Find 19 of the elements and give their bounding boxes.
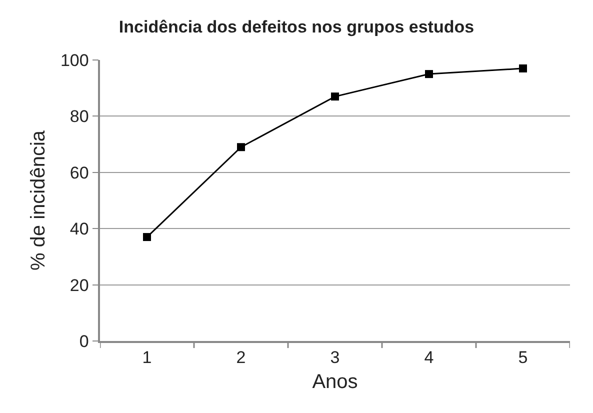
x-tick-label: 3 bbox=[330, 348, 340, 368]
x-tick-label: 5 bbox=[518, 348, 528, 368]
point bbox=[425, 70, 433, 78]
y-tick-label: 100 bbox=[60, 50, 89, 70]
y-tick-label: 80 bbox=[70, 107, 89, 126]
x-tick-label: 4 bbox=[424, 348, 434, 368]
point bbox=[143, 233, 151, 242]
y-tick-label: 0 bbox=[79, 332, 89, 351]
y-tick-label: 20 bbox=[70, 276, 89, 295]
x-tick-label: 2 bbox=[236, 348, 246, 368]
point bbox=[331, 92, 339, 101]
point bbox=[237, 143, 245, 152]
point bbox=[519, 64, 527, 72]
x-axis-title: Anos bbox=[312, 371, 358, 394]
x-tick-label: 1 bbox=[142, 348, 152, 368]
y-tick-label: 40 bbox=[70, 220, 89, 239]
y-axis-title: % de incidência bbox=[27, 130, 50, 271]
chart-title: Incidência dos defeitos nos grupos estudos bbox=[118, 18, 474, 37]
y-tick-label: 60 bbox=[70, 163, 89, 182]
